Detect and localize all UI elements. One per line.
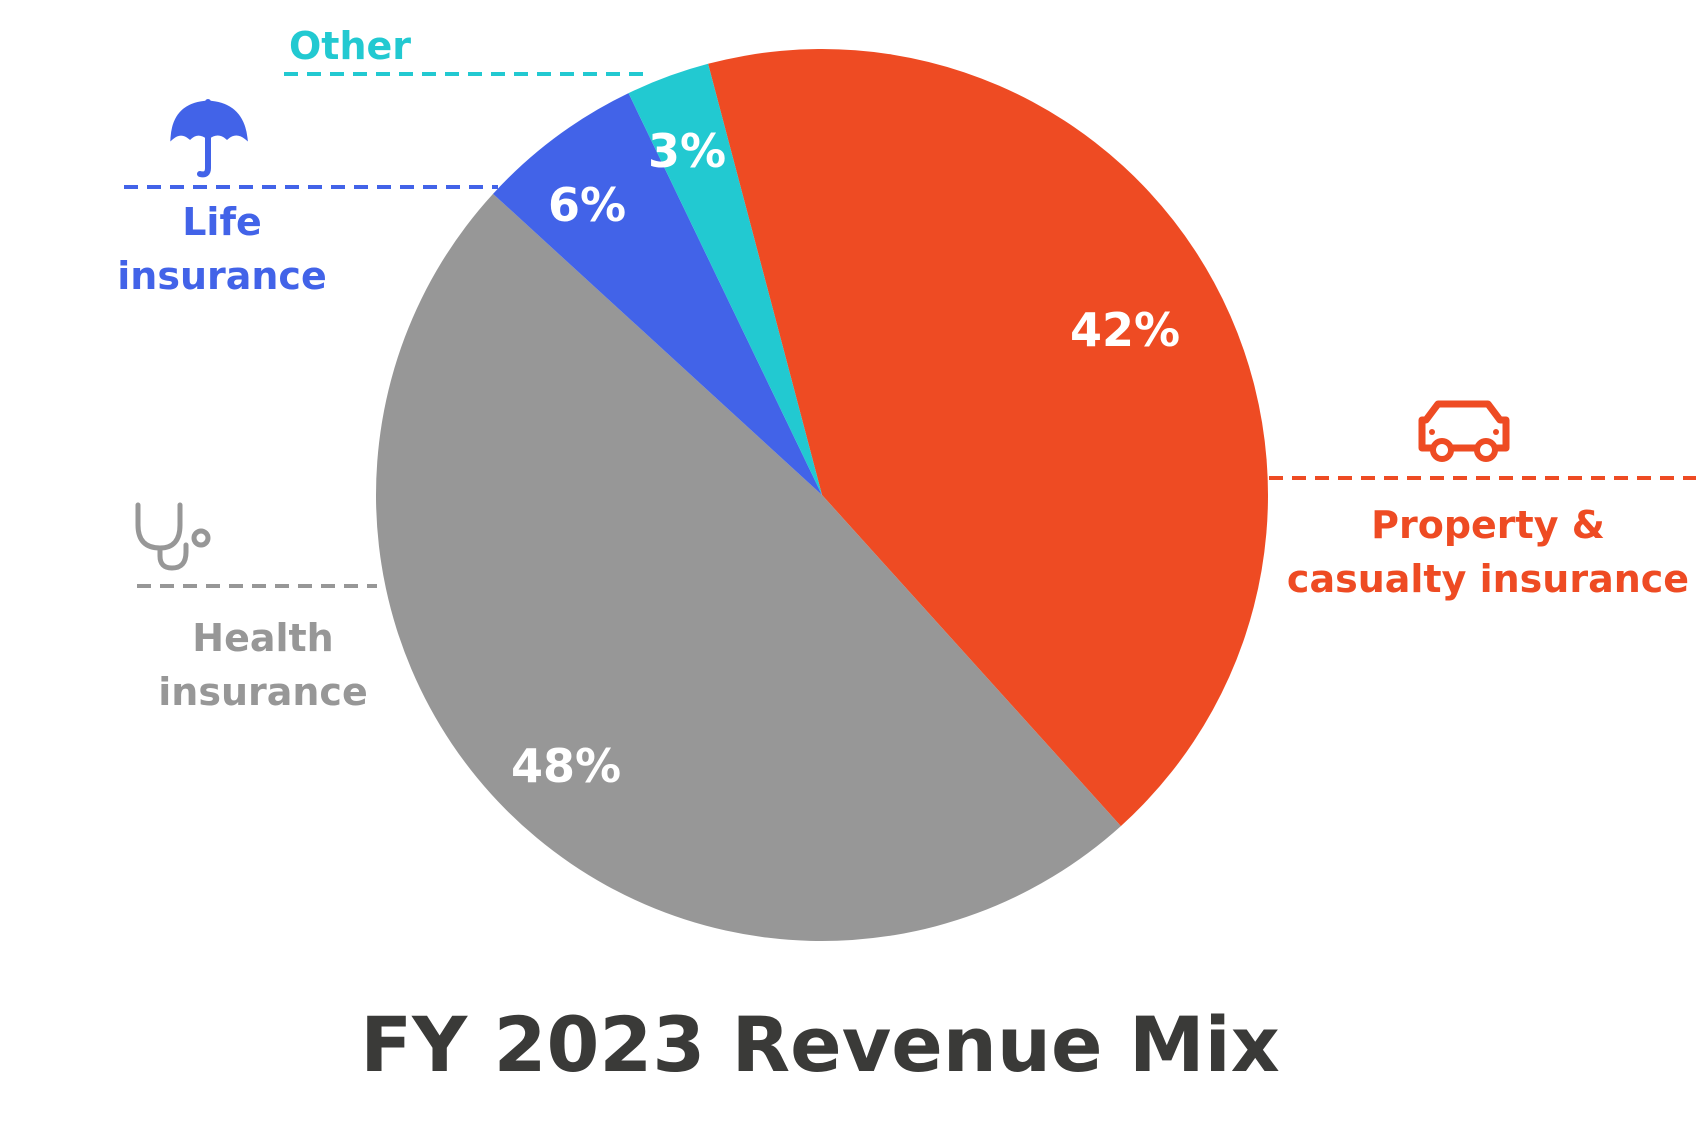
category-label: Property & casualty insurance [1286,503,1690,601]
value-label: 6% [547,178,627,232]
car-icon [1418,400,1510,462]
stethoscope-icon [135,502,211,571]
pie-slice [375,193,1121,942]
pie [375,48,1268,942]
category-label: Life insurance [117,200,327,298]
chart-title: FY 2023 Revenue Mix [360,1000,1280,1089]
category-label: Other [288,24,412,68]
value-label: 42% [1069,303,1181,357]
value-label: 3% [647,124,727,178]
pie-slice [708,48,1268,827]
leader-lines [124,72,1696,588]
pie-slice [493,93,822,496]
umbrella-icon [170,99,248,178]
value-label: 48% [510,739,622,793]
pie-slice [628,63,822,496]
category-label: Health insurance [158,616,368,714]
